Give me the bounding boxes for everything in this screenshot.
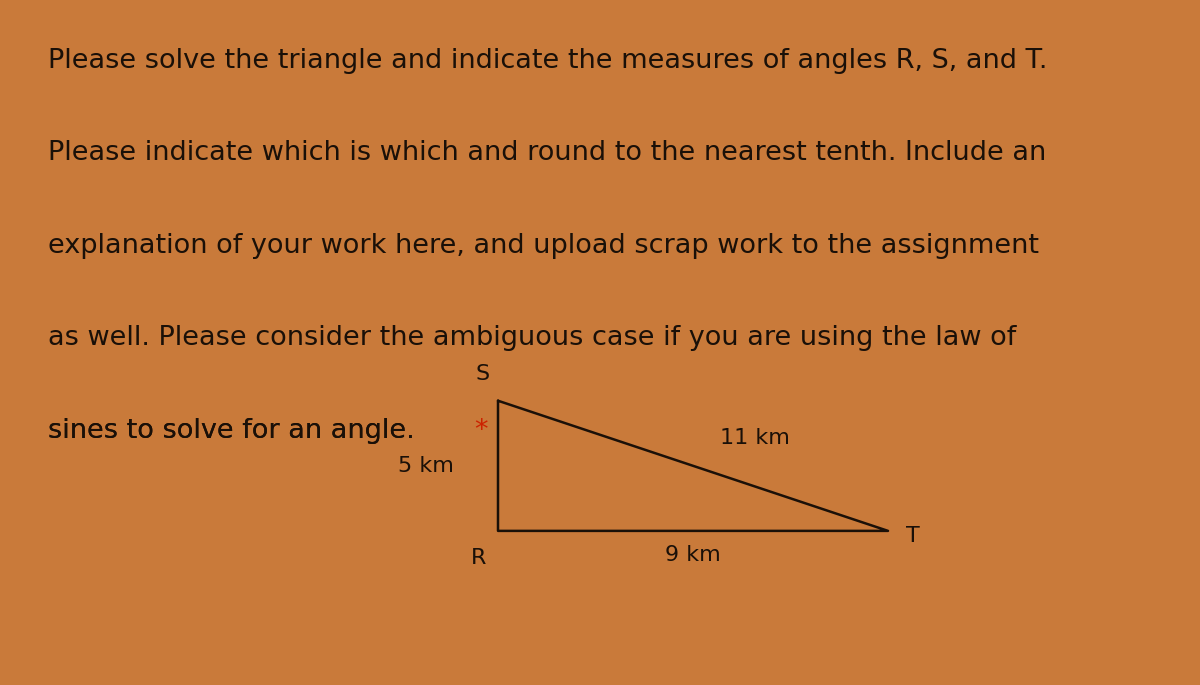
Text: 5 km: 5 km <box>397 456 454 476</box>
Text: sines to solve for an angle.: sines to solve for an angle. <box>48 418 415 444</box>
Text: sines to solve for an angle. *: sines to solve for an angle. * <box>48 418 437 444</box>
Text: as well. Please consider the ambiguous case if you are using the law of: as well. Please consider the ambiguous c… <box>48 325 1016 351</box>
Text: Please indicate which is which and round to the nearest tenth. Include an: Please indicate which is which and round… <box>48 140 1046 166</box>
Text: Please solve the triangle and indicate the measures of angles R, S, and T.: Please solve the triangle and indicate t… <box>48 48 1048 74</box>
Text: explanation of your work here, and upload scrap work to the assignment: explanation of your work here, and uploa… <box>48 233 1039 259</box>
Text: 9 km: 9 km <box>665 545 720 564</box>
Text: T: T <box>906 525 919 546</box>
Text: S: S <box>475 364 490 384</box>
Text: R: R <box>470 548 486 568</box>
Text: sines to solve for an angle.: sines to solve for an angle. <box>48 418 415 444</box>
Text: *: * <box>474 418 487 444</box>
Text: 11 km: 11 km <box>720 428 790 449</box>
